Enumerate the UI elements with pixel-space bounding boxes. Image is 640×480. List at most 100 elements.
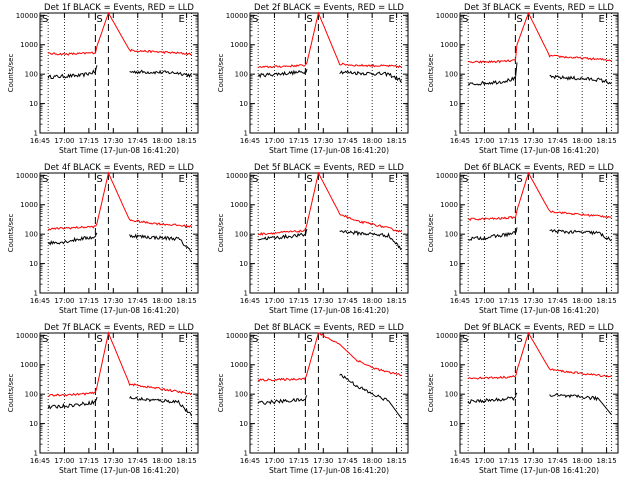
events-series-line xyxy=(257,395,308,405)
y-axis-label: Counts/sec xyxy=(7,54,15,93)
y-tick-label: 100 xyxy=(25,391,38,399)
y-axis-label: Counts/sec xyxy=(217,54,225,93)
x-tick-label: 18:00 xyxy=(572,297,592,305)
x-tick-label: 17:15 xyxy=(79,137,99,145)
marker-start-label: S xyxy=(252,334,258,345)
x-tick-label: 16:45 xyxy=(240,457,260,465)
x-tick-label: 18:00 xyxy=(152,297,172,305)
marker-e-label: E xyxy=(598,334,604,345)
y-tick-label: 10000 xyxy=(16,172,38,180)
detector-panel: Det 8f BLACK = Events, RED = LLD Counts/s… xyxy=(217,323,409,475)
y-tick-label: 1 xyxy=(244,130,248,138)
x-tick-label: 17:45 xyxy=(338,137,358,145)
marker-s-label: S xyxy=(306,334,312,345)
x-tick-label: 17:30 xyxy=(103,137,123,145)
x-tick-label: 17:15 xyxy=(499,297,519,305)
y-tick-label: 1 xyxy=(454,130,458,138)
events-series-line xyxy=(339,70,402,83)
marker-start-label: S xyxy=(42,334,48,345)
marker-start-label: S xyxy=(252,14,258,25)
y-tick-label: 10 xyxy=(239,100,248,108)
y-tick-label: 100 xyxy=(235,391,248,399)
x-tick-label: 17:15 xyxy=(499,137,519,145)
y-tick-label: 1000 xyxy=(230,201,248,209)
marker-e-label: E xyxy=(388,14,394,25)
marker-start-label: S xyxy=(462,174,468,185)
detector-panel: Det 1f BLACK = Events, RED = LLD Counts/s… xyxy=(7,3,199,155)
events-series-line xyxy=(129,69,192,79)
y-tick-label: 1 xyxy=(454,450,458,458)
panel-title: Det 2f BLACK = Events, RED = LLD xyxy=(254,3,404,13)
y-tick-label: 100 xyxy=(235,71,248,79)
panel-title: Det 5f BLACK = Events, RED = LLD xyxy=(254,163,404,173)
marker-s-label: S xyxy=(96,334,102,345)
x-tick-label: 18:00 xyxy=(362,457,382,465)
x-tick-label: 18:15 xyxy=(177,297,197,305)
y-axis-label: Counts/sec xyxy=(427,374,435,413)
y-tick-label: 100 xyxy=(235,231,248,239)
plot-frame xyxy=(39,172,199,294)
x-tick-label: 17:00 xyxy=(264,137,284,145)
y-tick-label: 1 xyxy=(454,290,458,298)
events-series-line xyxy=(549,74,612,85)
y-axis-label: Counts/sec xyxy=(217,374,225,413)
plot-frame xyxy=(249,12,409,134)
y-tick-label: 100 xyxy=(445,231,458,239)
marker-start-label: S xyxy=(252,174,258,185)
x-axis-label: Start Time (17-Jun-08 16:41:20) xyxy=(479,306,599,315)
y-tick-label: 10000 xyxy=(16,332,38,340)
x-tick-label: 17:15 xyxy=(289,297,309,305)
y-axis-label: Counts/sec xyxy=(7,374,15,413)
events-series-line xyxy=(258,228,308,241)
y-tick-label: 100 xyxy=(445,71,458,79)
x-tick-label: 17:45 xyxy=(128,137,148,145)
events-series-line xyxy=(47,232,98,246)
x-axis-label: Start Time (17-Jun-08 16:41:20) xyxy=(59,306,179,315)
x-tick-label: 17:00 xyxy=(264,457,284,465)
x-axis-label: Start Time (17-Jun-08 16:41:20) xyxy=(269,146,389,155)
y-tick-label: 1000 xyxy=(230,41,248,49)
x-tick-label: 16:45 xyxy=(450,457,470,465)
x-tick-label: 16:45 xyxy=(240,137,260,145)
y-tick-label: 10000 xyxy=(436,332,458,340)
detector-panel: Det 9f BLACK = Events, RED = LLD Counts/s… xyxy=(427,323,619,475)
marker-s-label: S xyxy=(306,14,312,25)
lld-series-line xyxy=(468,11,612,64)
x-tick-label: 17:15 xyxy=(79,457,99,465)
x-tick-label: 17:45 xyxy=(128,457,148,465)
y-tick-label: 1 xyxy=(244,290,248,298)
events-series-line xyxy=(257,68,308,79)
marker-e-label: E xyxy=(178,174,184,185)
y-tick-label: 10 xyxy=(29,420,38,428)
x-tick-label: 18:00 xyxy=(152,137,172,145)
marker-start-label: S xyxy=(462,14,468,25)
x-tick-label: 16:45 xyxy=(240,297,260,305)
panel-title: Det 1f BLACK = Events, RED = LLD xyxy=(44,3,194,13)
x-tick-label: 17:00 xyxy=(54,297,74,305)
y-tick-label: 100 xyxy=(25,71,38,79)
marker-start-label: S xyxy=(42,174,48,185)
x-tick-label: 18:00 xyxy=(362,137,382,145)
y-axis-label: Counts/sec xyxy=(427,54,435,93)
plot-frame xyxy=(249,172,409,294)
x-tick-label: 17:45 xyxy=(338,457,358,465)
x-tick-label: 17:00 xyxy=(264,297,284,305)
y-tick-label: 10 xyxy=(239,420,248,428)
panel-title: Det 4f BLACK = Events, RED = LLD xyxy=(44,163,194,173)
x-tick-label: 17:45 xyxy=(548,457,568,465)
lld-series-line xyxy=(47,171,192,231)
y-tick-label: 1 xyxy=(34,450,38,458)
lld-series-line xyxy=(257,11,402,69)
y-axis-label: Counts/sec xyxy=(427,214,435,253)
x-tick-label: 17:30 xyxy=(313,137,333,145)
detector-panel: Det 2f BLACK = Events, RED = LLD Counts/s… xyxy=(217,3,409,155)
x-tick-label: 17:45 xyxy=(128,297,148,305)
marker-start-label: S xyxy=(462,334,468,345)
x-tick-label: 17:30 xyxy=(523,457,543,465)
events-series-line xyxy=(129,233,192,253)
x-tick-label: 17:45 xyxy=(548,297,568,305)
y-tick-label: 1000 xyxy=(440,361,458,369)
x-tick-label: 17:30 xyxy=(103,457,123,465)
plot-frame xyxy=(39,332,199,454)
